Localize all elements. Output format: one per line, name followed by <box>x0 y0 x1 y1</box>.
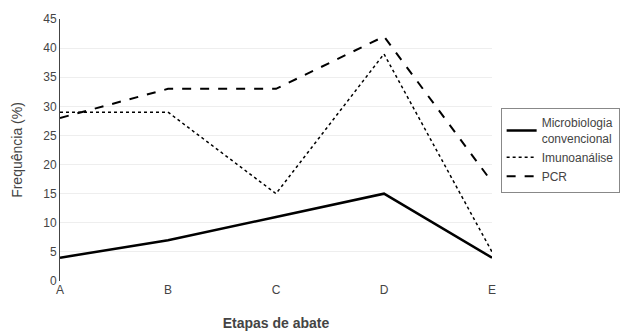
svg-text:PCR: PCR <box>542 170 568 184</box>
svg-text:E: E <box>488 283 496 297</box>
svg-text:Frequência (%): Frequência (%) <box>9 102 25 198</box>
svg-text:40: 40 <box>43 41 57 55</box>
svg-text:45: 45 <box>43 12 57 26</box>
svg-text:25: 25 <box>43 129 57 143</box>
svg-text:A: A <box>56 283 64 297</box>
svg-text:Etapas de abate: Etapas de abate <box>223 315 330 331</box>
svg-text:30: 30 <box>43 100 57 114</box>
svg-text:10: 10 <box>43 216 57 230</box>
svg-text:Microbiologiaconvencional: Microbiologiaconvencional <box>542 116 613 146</box>
svg-text:35: 35 <box>43 70 57 84</box>
svg-text:B: B <box>164 283 172 297</box>
svg-text:15: 15 <box>43 187 57 201</box>
svg-text:20: 20 <box>43 158 57 172</box>
svg-text:D: D <box>380 283 389 297</box>
svg-text:0: 0 <box>50 274 57 288</box>
svg-text:5: 5 <box>50 245 57 259</box>
svg-text:Imunoanálise: Imunoanálise <box>542 151 614 165</box>
svg-text:C: C <box>272 283 281 297</box>
